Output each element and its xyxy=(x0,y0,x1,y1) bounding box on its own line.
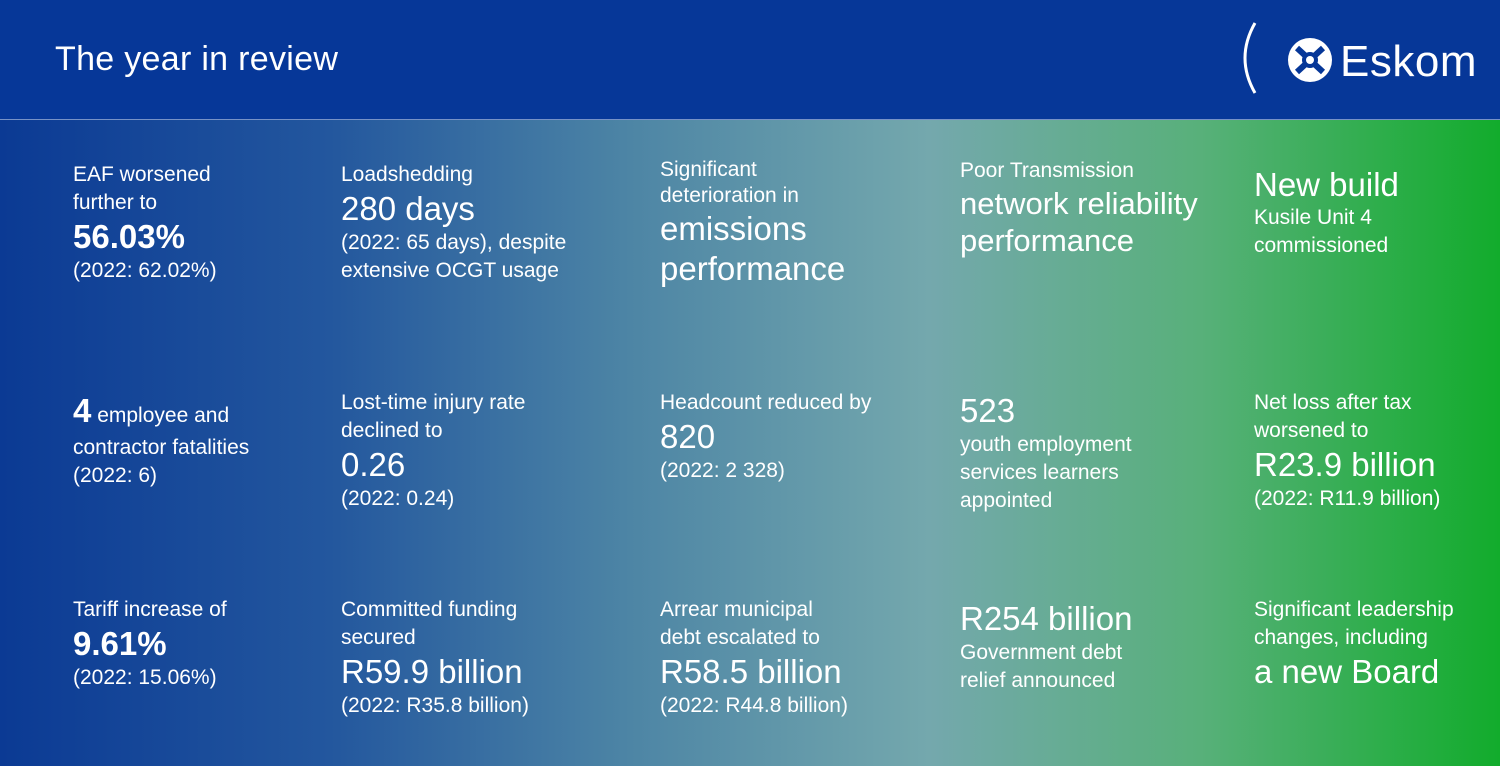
stat-arrear-line1: Arrear municipal xyxy=(660,598,813,621)
stat-arrear-line2: debt escalated to xyxy=(660,626,820,649)
header-bar: The year in review Eskom xyxy=(0,0,1500,120)
stat-netloss: Net loss after tax worsened to R23.9 bil… xyxy=(1254,389,1440,513)
stat-eaf: EAF worsened further to 56.03% (2022: 62… xyxy=(73,161,217,285)
stat-eaf-prior: (2022: 62.02%) xyxy=(73,259,217,282)
stat-fatalities-value: 4 xyxy=(73,392,92,429)
stat-debtrelief-value: R254 billion xyxy=(960,600,1133,637)
stat-tariff-prior: (2022: 15.06%) xyxy=(73,666,217,689)
stat-headcount: Headcount reduced by 820 (2022: 2 328) xyxy=(660,389,871,485)
stat-emissions-line1: Significant xyxy=(660,158,757,181)
stat-emissions-line2: deterioration in xyxy=(660,184,799,207)
page-title: The year in review xyxy=(55,40,339,78)
stat-arrear-value: R58.5 billion xyxy=(660,653,842,690)
stat-injury-value: 0.26 xyxy=(341,446,406,483)
stat-youth-line2: youth employment xyxy=(960,433,1132,456)
stat-netloss-line1: Net loss after tax xyxy=(1254,391,1412,414)
eskom-logo-icon xyxy=(1243,22,1332,94)
stat-fatalities: 4 employee and contractor fatalities (20… xyxy=(73,393,249,490)
stat-eaf-line2: further to xyxy=(73,191,158,214)
stat-injury-line1: Lost-time injury rate xyxy=(341,391,526,414)
stat-loadshedding-line3: (2022: 65 days), despite xyxy=(341,231,567,254)
stat-newbuild-line3: commissioned xyxy=(1254,234,1389,257)
stat-leadership-line1: Significant leadership xyxy=(1254,598,1454,621)
stat-loadshedding-value: 280 days xyxy=(341,190,475,227)
stat-eaf-value: 56.03% xyxy=(73,218,185,255)
stat-funding-prior: (2022: R35.8 billion) xyxy=(341,694,529,717)
eskom-logo: Eskom xyxy=(1235,18,1495,98)
stat-leadership: Significant leadership changes, includin… xyxy=(1254,596,1454,692)
stat-funding-line1: Committed funding xyxy=(341,598,518,621)
stat-emissions-line3: emissions xyxy=(660,210,807,247)
stat-youth-line4: appointed xyxy=(960,489,1053,512)
stat-youth-line3: services learners xyxy=(960,461,1119,484)
stat-loadshedding-line4: extensive OCGT usage xyxy=(341,259,559,282)
stat-fatalities-line2: contractor fatalities xyxy=(73,436,250,459)
stat-funding-line2: secured xyxy=(341,626,416,649)
stat-netloss-prior: (2022: R11.9 billion) xyxy=(1254,487,1441,510)
stat-emissions: Significant deterioration in emissions p… xyxy=(660,157,845,289)
stat-arrear: Arrear municipal debt escalated to R58.5… xyxy=(660,596,848,720)
stat-newbuild-line2: Kusile Unit 4 xyxy=(1254,206,1372,229)
stat-fatalities-line1: employee and xyxy=(97,404,230,427)
stat-headcount-line1: Headcount reduced by xyxy=(660,391,872,414)
stat-headcount-prior: (2022: 2 328) xyxy=(660,459,785,482)
stat-transmission-line3: performance xyxy=(960,223,1135,258)
stat-injury: Lost-time injury rate declined to 0.26 (… xyxy=(341,389,525,513)
stat-arrear-prior: (2022: R44.8 billion) xyxy=(660,694,848,717)
stat-youth: 523 youth employment services learners a… xyxy=(960,391,1132,515)
stat-tariff: Tariff increase of 9.61% (2022: 15.06%) xyxy=(73,596,227,692)
stat-leadership-value: a new Board xyxy=(1254,653,1440,690)
stat-emissions-line4: performance xyxy=(660,250,846,287)
stat-fatalities-prior: (2022: 6) xyxy=(73,464,158,487)
stat-eaf-line1: EAF worsened xyxy=(73,163,211,186)
stat-loadshedding: Loadshedding 280 days (2022: 65 days), d… xyxy=(341,161,566,285)
stat-youth-value: 523 xyxy=(960,392,1016,429)
stat-headcount-value: 820 xyxy=(660,418,716,455)
eskom-logo-text: Eskom xyxy=(1340,37,1477,86)
stat-debtrelief-line3: relief announced xyxy=(960,669,1116,692)
stat-netloss-line2: worsened to xyxy=(1254,419,1369,442)
stat-funding: Committed funding secured R59.9 billion … xyxy=(341,596,529,720)
stat-transmission-line1: Poor Transmission xyxy=(960,159,1134,182)
stat-tariff-line1: Tariff increase of xyxy=(73,598,227,621)
stat-netloss-value: R23.9 billion xyxy=(1254,446,1436,483)
stat-injury-line2: declined to xyxy=(341,419,443,442)
stat-transmission: Poor Transmission network reliability pe… xyxy=(960,157,1198,259)
stat-injury-prior: (2022: 0.24) xyxy=(341,487,455,510)
stat-debtrelief-line2: Government debt xyxy=(960,641,1123,664)
stat-leadership-line2: changes, including xyxy=(1254,626,1428,649)
stat-transmission-line2: network reliability xyxy=(960,186,1198,221)
stat-loadshedding-label: Loadshedding xyxy=(341,163,473,186)
stat-funding-value: R59.9 billion xyxy=(341,653,523,690)
stat-debtrelief: R254 billion Government debt relief anno… xyxy=(960,599,1132,695)
stat-newbuild-line1: New build xyxy=(1254,166,1399,203)
stat-tariff-value: 9.61% xyxy=(73,625,167,662)
stat-newbuild: New build Kusile Unit 4 commissioned xyxy=(1254,166,1399,260)
